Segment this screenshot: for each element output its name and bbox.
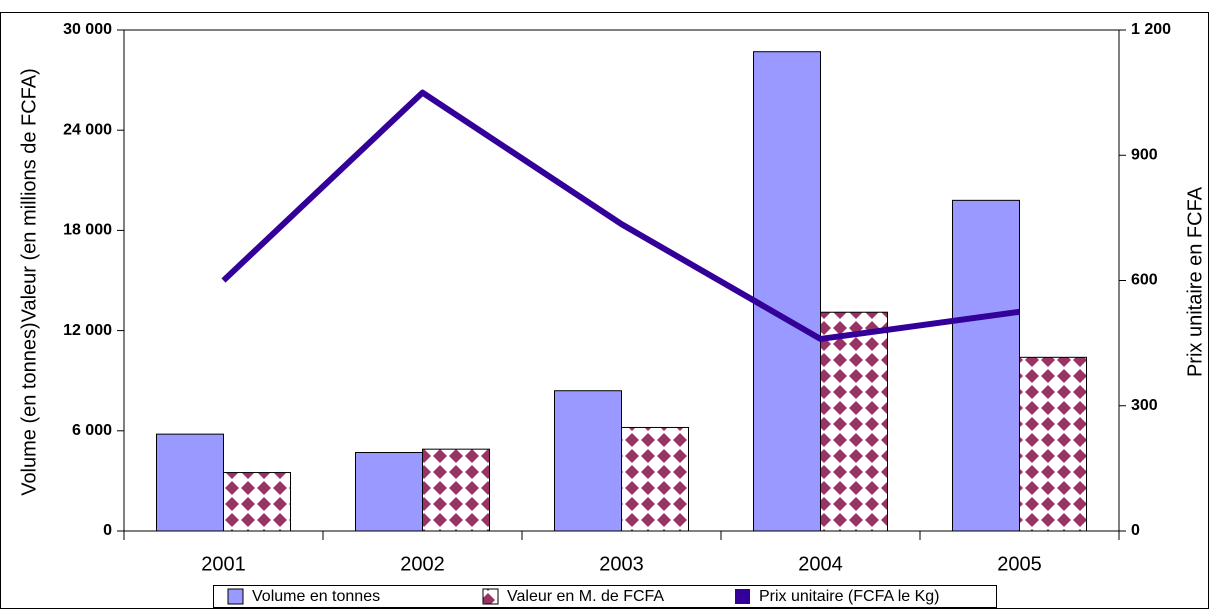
bar: [1019, 356, 1087, 532]
y-tick-label: 18 000: [63, 222, 112, 239]
x-tick-label: 2005: [997, 553, 1042, 575]
x-tick-label: 2004: [798, 553, 843, 575]
y2-tick-label: 600: [1131, 272, 1158, 289]
legend-label: Prix unitaire (FCFA le Kg): [759, 588, 940, 605]
x-tick-label: 2001: [201, 553, 246, 575]
x-tick-label: 2002: [400, 553, 445, 575]
y2-tick-label: 0: [1131, 522, 1140, 539]
x-tick-label: 2003: [599, 553, 644, 575]
legend-swatch: [735, 589, 750, 604]
bar: [156, 433, 224, 532]
line: [221, 89, 1020, 342]
legend-swatch: [482, 588, 499, 605]
y-tick-label: 30 000: [63, 21, 112, 38]
bar: [621, 426, 689, 532]
bar: [422, 448, 490, 532]
y-tick-label: 6 000: [72, 422, 112, 439]
y-axis-title: Volume (en tonnes)Valeur (en millions de…: [18, 68, 40, 496]
y2-tick-label: 300: [1131, 397, 1158, 414]
bar: [820, 311, 888, 532]
bar: [753, 51, 821, 532]
y2-tick-label: 900: [1131, 146, 1158, 163]
bar: [952, 199, 1020, 532]
legend-swatch: [227, 588, 244, 605]
legend-label: Valeur en M. de FCFA: [507, 588, 664, 605]
y-tick-label: 0: [103, 522, 112, 539]
y2-axis-title: Prix unitaire en FCFA: [1184, 186, 1206, 377]
bar: [223, 472, 291, 532]
legend-label: Volume en tonnes: [252, 588, 380, 605]
y-tick-label: 24 000: [63, 121, 112, 138]
legend-box: [213, 585, 997, 608]
bar: [355, 452, 423, 532]
bar: [554, 390, 622, 532]
y-tick-label: 12 000: [63, 322, 112, 339]
y2-tick-label: 1 200: [1131, 21, 1171, 38]
